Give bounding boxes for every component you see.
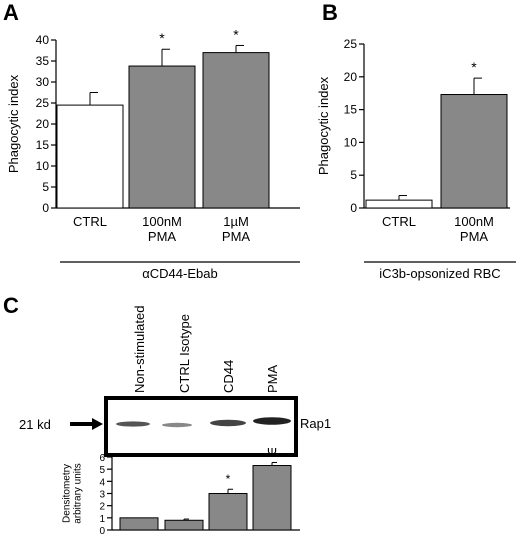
chart-a: 0 5 10 15 20 25 30 35 40 Phagocytic index CTRL * 100… [6,26,300,281]
blot-protein-label: Rap1 [300,416,331,431]
chart-c-ytick-label: 5 [99,465,105,476]
chart-a-group-label: αCD44-Ebab [142,266,217,281]
chart-b-ytick-label: 5 [350,168,357,182]
panel-letter-a: A [3,0,19,25]
chart-b-ytick-label: 10 [344,135,358,149]
chart-b-significance-mark: * [471,59,477,75]
chart-c-ytick-label: 1 [99,514,105,525]
chart-a-category-label: CTRL [73,214,107,229]
chart-c-ytick-label: 6 [99,453,105,464]
blot-arrow-icon [92,418,103,430]
chart-a-ytick-label: 30 [36,75,50,89]
panel-letter-c: C [3,293,19,318]
chart-b-group-label: iC3b-opsonized RBC [379,266,500,281]
chart-c-bar [208,493,248,531]
chart-c-ytick-label: 3 [99,490,105,501]
chart-c-bar [164,519,204,531]
western-blot: 21 kd Rap1 [19,396,331,457]
chart-b-bar [365,199,433,209]
chart-a-bar [128,65,196,209]
chart-b-ytick-label: 0 [350,201,357,215]
chart-c-ytick-label: 0 [99,526,105,537]
chart-c-significance-mark: * [226,472,231,486]
chart-b-ytick-label: 15 [344,103,358,117]
chart-c-significance-mark: Ψ [267,445,277,459]
lane-label: Non-stimulated [132,306,147,393]
chart-c-ytick-label: 2 [99,502,105,513]
blot-band-pma [253,417,291,425]
blot-band-ctrl-isotype [162,422,192,428]
chart-b-y-axis-title: Phagocytic index [316,76,331,175]
lane-label: PMA [265,365,280,394]
chart-c-bar [252,465,292,531]
chart-a-category-label: 100nM PMA [142,214,182,244]
lane-label: CTRL Isotype [177,314,192,393]
chart-a-significance-mark: * [159,30,165,46]
chart-a-y-axis-title: Phagocytic index [6,74,21,173]
blot-band-cd44 [210,419,246,427]
chart-a-ytick-label: 5 [42,180,49,194]
chart-b-ytick-label: 25 [344,37,358,51]
chart-a-bar [56,104,124,209]
chart-c-y-axis-title: Densitometryarbitrary units [62,463,84,524]
panel-letter-b: B [322,0,338,25]
chart-a-ytick-label: 40 [36,33,50,47]
chart-a-bar [202,52,270,209]
blot-size-label: 21 kd [19,417,51,432]
chart-a-ytick-label: 25 [36,96,50,110]
lane-label: CD44 [221,360,236,393]
chart-a-ytick-label: 35 [36,54,50,68]
chart-a-category-label: 1µM PMA [222,214,251,244]
chart-a-ytick-label: 15 [36,138,50,152]
chart-b-category-label: CTRL [382,214,416,229]
chart-a-ytick-label: 20 [36,117,50,131]
chart-a-significance-mark: * [233,26,239,42]
chart-a-ytick-label: 10 [36,159,50,173]
chart-b-category-label: 100nM PMA [454,214,494,244]
chart-c-bar [119,517,159,531]
blot-band-nonstimulated [116,421,150,427]
chart-b-bar [440,94,508,209]
chart-b-ytick-label: 20 [344,70,358,84]
chart-c-ytick-label: 4 [99,477,105,488]
chart-a-ytick-label: 0 [42,201,49,215]
chart-b: 0 5 10 15 20 25 Phagocytic index CTRL * 100nM PMA i… [316,37,516,281]
